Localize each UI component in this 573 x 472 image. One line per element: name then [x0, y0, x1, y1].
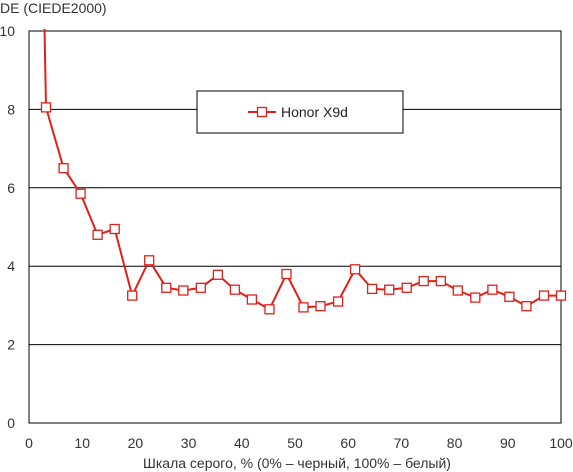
- x-tick-80: 80: [447, 435, 463, 451]
- data-point-21: [401, 282, 412, 293]
- y-axis-title: DE (CIEDE2000): [0, 0, 107, 16]
- x-tick-10: 10: [74, 435, 90, 451]
- data-point-3: [92, 229, 103, 240]
- data-point-16: [315, 301, 326, 312]
- x-tick-50: 50: [287, 435, 303, 451]
- data-point-5: [127, 290, 138, 301]
- y-tick-2: 2: [7, 337, 15, 353]
- data-point-15: [298, 302, 309, 313]
- data-point-14: [281, 268, 292, 280]
- x-tick-labels: 0 10 20 30 40 50 60 70 80 90 100: [25, 435, 573, 451]
- legend: Honor X9d: [196, 90, 404, 134]
- y-tick-8: 8: [7, 101, 15, 117]
- data-point-13: [264, 304, 275, 315]
- data-point-27: [504, 291, 515, 302]
- data-point-11: [229, 284, 241, 295]
- x-tick-20: 20: [128, 435, 144, 451]
- data-point-17: [332, 296, 344, 307]
- data-point-4: [109, 223, 120, 235]
- x-tick-0: 0: [25, 435, 33, 451]
- data-point-12: [246, 294, 258, 305]
- data-point-6: [144, 255, 155, 266]
- data-point-19: [366, 283, 378, 295]
- grid-lines: [29, 30, 561, 424]
- data-point-0: [40, 102, 52, 113]
- data-point-9: [195, 282, 206, 293]
- data-point-23: [435, 275, 446, 287]
- legend-box: [196, 90, 404, 134]
- data-point-8: [178, 285, 189, 296]
- x-tick-40: 40: [234, 435, 250, 451]
- plot-frame: [28, 30, 562, 424]
- x-tick-100: 100: [549, 435, 573, 451]
- data-point-10: [212, 269, 224, 280]
- series-line-0: [43, 28, 561, 311]
- x-tick-60: 60: [340, 435, 356, 451]
- x-tick-70: 70: [394, 435, 410, 451]
- series-layer: [40, 28, 567, 315]
- x-tick-30: 30: [181, 435, 197, 451]
- data-point-29: [538, 290, 550, 301]
- data-point-25: [470, 292, 481, 303]
- data-point-24: [452, 285, 463, 296]
- data-point-1: [58, 163, 69, 174]
- data-point-7: [161, 282, 172, 293]
- data-point-26: [487, 284, 498, 295]
- x-tick-90: 90: [500, 435, 516, 451]
- data-point-22: [418, 275, 429, 287]
- data-point-28: [521, 301, 532, 312]
- data-point-2: [75, 188, 86, 199]
- y-tick-0: 0: [7, 415, 15, 431]
- legend-label-honor-x9d: Honor X9d: [281, 104, 348, 120]
- y-tick-10: 10: [0, 23, 15, 39]
- data-point-30: [555, 290, 567, 301]
- data-point-18: [349, 264, 361, 275]
- legend-marker-square: [256, 106, 268, 118]
- y-tick-6: 6: [7, 180, 15, 196]
- data-point-20: [384, 284, 395, 295]
- x-axis-title: Шкала серого, % (0% – черный, 100% – бел…: [143, 455, 451, 471]
- y-tick-4: 4: [7, 258, 15, 274]
- y-tick-labels: 0 2 4 6 8 10: [0, 23, 15, 431]
